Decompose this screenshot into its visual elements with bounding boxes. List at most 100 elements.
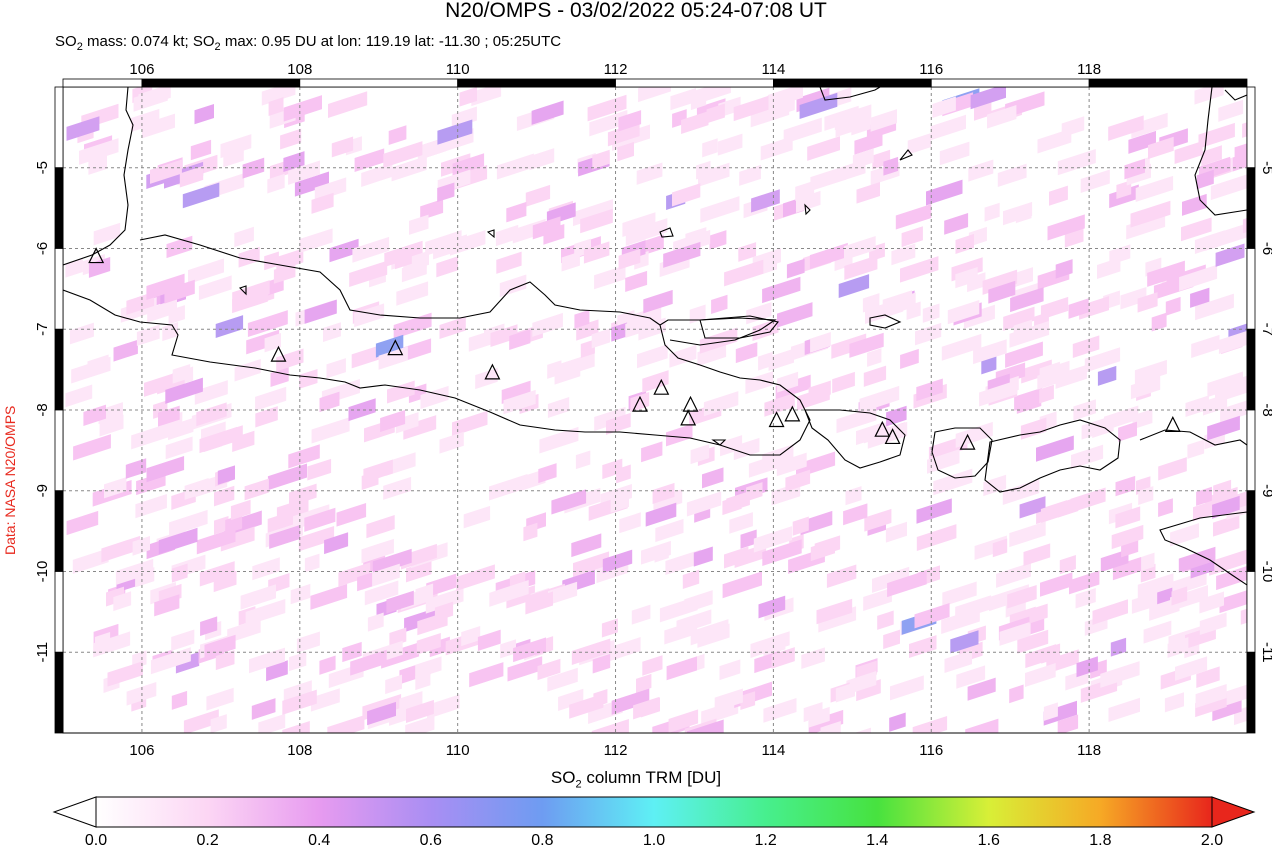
so2-pixel	[1039, 384, 1054, 404]
so2-pixel	[252, 557, 280, 581]
so2-pixel	[420, 198, 444, 221]
so2-pixel	[631, 604, 651, 625]
colorbar-tick-label: 0.2	[196, 832, 219, 849]
so2-pixel	[383, 476, 412, 500]
so2-pixel	[1055, 364, 1087, 389]
colorbar-tick-label: 0.0	[84, 832, 108, 849]
coast-sulawesi-ne	[1224, 89, 1247, 101]
so2-pixel	[593, 688, 608, 708]
so2-pixel	[169, 509, 208, 537]
so2-pixel	[575, 450, 591, 470]
so2-pixel	[636, 673, 652, 693]
frame-segment-left	[54, 571, 64, 653]
so2-pixel	[999, 621, 1031, 646]
so2-pixel	[396, 281, 429, 306]
so2-pixel	[561, 251, 580, 272]
so2-pixel	[264, 332, 282, 353]
so2-pixel	[1115, 506, 1141, 529]
so2-pixel	[420, 385, 449, 409]
so2-pixel	[831, 333, 867, 359]
frame-segment-top	[615, 78, 774, 88]
so2-pixel	[955, 233, 974, 254]
lat-tick-label-left: -6	[34, 242, 51, 255]
so2-pixel	[261, 87, 296, 106]
summary-sub1: 2	[76, 41, 83, 53]
so2-pixel	[750, 631, 790, 658]
frame-segment-top	[1088, 78, 1248, 88]
volcano-icon	[784, 405, 801, 422]
so2-pixel	[99, 414, 124, 437]
so2-pixel	[1015, 204, 1032, 224]
summary-rest: max: 0.95 DU at lon: 119.19 lat: -11.30 …	[220, 33, 562, 50]
frame-segment-right	[1246, 328, 1256, 411]
so2-pixel	[214, 515, 229, 535]
so2-pixel	[914, 602, 950, 629]
so2-pixel	[289, 651, 307, 672]
so2-pixel	[319, 655, 336, 675]
so2-pixel	[1057, 714, 1079, 733]
so2-pixel	[73, 434, 111, 461]
so2-pixel	[1115, 475, 1136, 497]
lon-tick-label-bottom: 110	[446, 742, 470, 759]
so2-pixel	[225, 514, 243, 535]
so2-pixel	[740, 529, 757, 549]
so2-pixel	[188, 258, 224, 285]
so2-pixel	[175, 651, 200, 674]
so2-pixel	[158, 405, 180, 427]
so2-pixel	[592, 653, 611, 674]
so2-pixel	[69, 322, 94, 345]
so2-pixel	[922, 303, 940, 323]
so2-pixel	[580, 339, 595, 358]
colorbar	[52, 796, 1256, 828]
so2-pixel	[1072, 335, 1100, 359]
so2-pixel	[883, 156, 899, 176]
so2-pixel	[810, 165, 847, 192]
so2-pixel	[1097, 365, 1117, 386]
lat-tick-label-right: -11	[1259, 642, 1272, 663]
so2-pixel	[310, 688, 340, 712]
so2-pixel	[653, 488, 683, 513]
so2-pixel	[1084, 347, 1121, 373]
so2-pixel	[506, 201, 527, 223]
so2-pixel	[215, 315, 244, 339]
frame-segment-top	[299, 78, 459, 88]
so2-pixel	[669, 344, 697, 368]
so2-pixel	[1092, 599, 1128, 625]
so2-pixel	[1175, 656, 1208, 681]
lat-tick-label-left: -7	[34, 323, 51, 336]
so2-pixel	[125, 458, 147, 479]
so2-pixel	[900, 256, 939, 283]
so2-pixel	[529, 148, 555, 171]
so2-pixel	[589, 109, 628, 137]
so2-pixel	[452, 153, 485, 178]
so2-pixel	[1190, 287, 1210, 308]
so2-pixel	[655, 518, 684, 543]
so2-pixel	[625, 314, 654, 338]
so2-pixel	[361, 162, 393, 187]
so2-pixel	[244, 478, 269, 501]
summary-mid: mass: 0.074 kt; SO	[82, 33, 215, 50]
coast-islet-c	[238, 285, 247, 296]
so2-pixel	[1003, 306, 1035, 331]
so2-pixel	[573, 551, 610, 578]
so2-pixel	[439, 431, 464, 454]
so2-pixel	[1212, 495, 1240, 519]
so2-pixel	[500, 639, 517, 659]
so2-pixel	[319, 391, 340, 413]
volcano-icon	[88, 247, 105, 264]
lat-tick-label-right: -9	[1259, 484, 1272, 497]
so2-pixel	[826, 564, 857, 589]
so2-pixel	[641, 441, 663, 463]
so2-pixel	[471, 87, 502, 107]
so2-pixel	[1068, 298, 1089, 319]
colorbar-tick-label: 0.4	[308, 832, 331, 849]
coast-java-northwest	[139, 234, 661, 326]
so2-pixel	[247, 310, 288, 338]
so2-pixel	[171, 563, 188, 583]
so2-pixel	[439, 316, 466, 339]
so2-pixel	[350, 649, 387, 676]
so2-pixel	[554, 362, 581, 385]
so2-pixel	[456, 564, 495, 591]
so2-pixel	[437, 182, 455, 203]
